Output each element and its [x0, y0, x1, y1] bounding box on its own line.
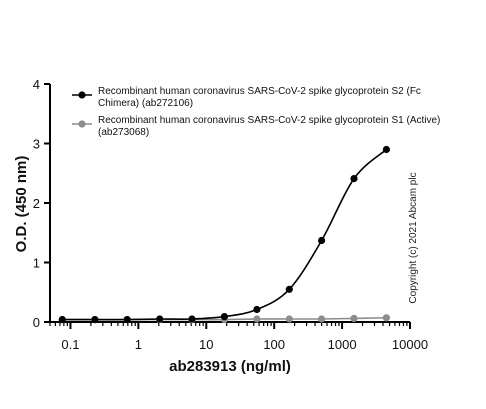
series-2-point: [253, 315, 261, 323]
x-axis-title: ab283913 (ng/ml): [169, 358, 291, 375]
y-axis-title: O.D. (450 nm): [13, 156, 30, 253]
series-1-fit-line: [62, 148, 387, 321]
fit-curves: [62, 148, 387, 321]
x-tick-label: 10: [199, 337, 213, 352]
x-tick-label: 100: [263, 337, 285, 352]
series-1-point: [58, 316, 66, 324]
series-2-point: [318, 315, 326, 323]
x-tick-label: 10000: [392, 337, 428, 352]
legend-label-2: (ab273068): [98, 127, 149, 138]
series-1-point: [285, 285, 293, 293]
series-1-point: [91, 316, 99, 324]
series-1-point: [253, 305, 261, 314]
legend-label-1: Chimera) (ab272106): [98, 98, 193, 109]
series-2-point: [350, 314, 358, 322]
data-points: [58, 145, 390, 324]
legend-label-2: Recombinant human coronavirus SARS-CoV-2…: [98, 115, 440, 126]
series-1-point: [350, 175, 358, 183]
x-tick-label: 0.1: [61, 337, 79, 352]
series-1-point: [156, 315, 164, 323]
series-1-point: [123, 316, 131, 324]
series-2-point: [285, 315, 293, 323]
x-tick-label: 1: [135, 337, 142, 352]
y-tick-label: 3: [33, 137, 40, 152]
series-1-point: [318, 236, 326, 245]
tick-group: 0 1 2 3 4 0.1 1 10 100 1000 10000: [33, 77, 428, 352]
series-2-point: [382, 314, 390, 322]
y-tick-label: 4: [33, 77, 40, 92]
series-1-point: [188, 315, 196, 323]
legend-marker-1: [78, 91, 86, 99]
series-1-point: [220, 313, 228, 321]
series-1-point: [382, 145, 390, 154]
legend: Recombinant human coronavirus SARS-CoV-2…: [72, 86, 440, 138]
y-tick-label: 0: [33, 315, 40, 330]
legend-marker-2: [78, 120, 86, 128]
copyright-annotation: Copyright (c) 2021 Abcam plc: [408, 172, 419, 303]
x-tick-label: 1000: [328, 337, 357, 352]
y-tick-label: 2: [33, 196, 40, 211]
legend-label-1: Recombinant human coronavirus SARS-CoV-2…: [98, 86, 421, 97]
y-tick-label: 1: [33, 256, 40, 271]
